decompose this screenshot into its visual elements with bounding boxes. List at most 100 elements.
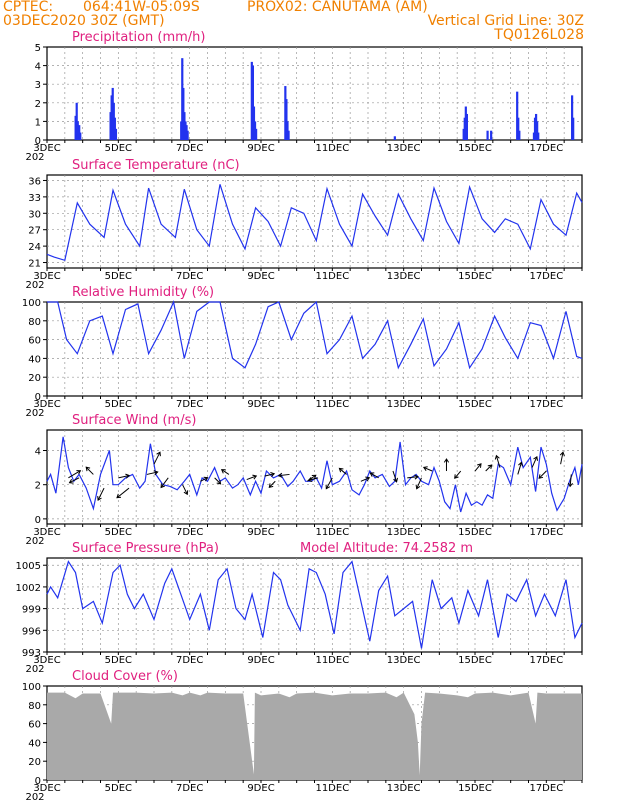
wind-vector (97, 487, 105, 501)
humidity-ytick-label: 40 (28, 354, 41, 365)
cloud-xtick-year: 202 (25, 792, 44, 800)
wind-xtick-label: 15DEC (458, 527, 492, 538)
wind-vector-head (85, 466, 91, 472)
humidity-ytick-label: 0 (35, 392, 41, 403)
wind-vector-head (76, 470, 82, 475)
wind-vector (560, 452, 564, 465)
cloud-xtick-label: 11DEC (315, 783, 349, 794)
pressure-xtick-label: 15DEC (458, 655, 492, 666)
pressure-xtick-label: 3DEC (33, 655, 60, 666)
wind-vector-head (454, 474, 459, 479)
wind-vector (153, 451, 161, 465)
wind-vector (370, 472, 379, 479)
pressure-xtick-label: 7DEC (176, 655, 203, 666)
wind-vector-head (393, 477, 398, 483)
wind-vector-head (183, 490, 189, 496)
precipitation-xtick-label: 11DEC (315, 143, 349, 154)
humidity-line (47, 299, 583, 370)
wind-vector-head (307, 477, 313, 482)
cloud-area (47, 692, 582, 780)
precip-bar (251, 65, 254, 140)
wind-vector-head (415, 484, 421, 490)
wind-vector-head (338, 467, 344, 473)
wind-xtick-label: 5DEC (105, 527, 132, 538)
pressure-ytick-label: 1002 (16, 583, 41, 594)
wind-vector-head (268, 483, 274, 488)
cloud-xtick-label: 13DEC (387, 783, 421, 794)
wind-vector (182, 484, 188, 495)
cloud-ytick-label: 80 (28, 701, 41, 712)
header-source: CPTEC: (3, 0, 54, 15)
pressure-xtick-label: 9DEC (247, 655, 274, 666)
precipitation-ytick-label: 2 (35, 99, 41, 110)
wind-title: Surface Wind (m/s) (72, 413, 196, 428)
precip-bar (490, 130, 493, 140)
pressure-title: Surface Pressure (hPa) (72, 541, 219, 556)
wind-vector-head (494, 454, 500, 460)
header-model: TQ0126L028 (494, 27, 584, 43)
humidity-xtick-label: 15DEC (458, 399, 492, 410)
wind-vector (360, 477, 370, 482)
wind-vector-head (538, 474, 544, 479)
wind-vector (200, 477, 208, 482)
precip-bar (393, 136, 396, 140)
wind-vector-head (270, 472, 276, 477)
humidity-xtick-year: 202 (25, 408, 44, 419)
precipitation-xtick-label: 13DEC (387, 143, 421, 154)
wind-vector-head (567, 482, 573, 488)
pressure-xtick-label: 5DEC (105, 655, 132, 666)
wind-vector-head (365, 476, 371, 482)
wind-vector-head (277, 472, 283, 478)
wind-vector-head (533, 455, 538, 461)
cloud-xtick-label: 17DEC (529, 783, 563, 794)
wind-xtick-label: 13DEC (387, 527, 421, 538)
cloud-xtick-label: 9DEC (247, 783, 274, 794)
cloud-ytick-label: 0 (35, 776, 41, 787)
precip-bar (114, 128, 118, 140)
wind-vector-head (160, 483, 165, 489)
wind-vector (116, 487, 130, 499)
header-coords: 064:41W-05:09S (83, 0, 200, 15)
temperature-xtick-label: 7DEC (176, 271, 203, 282)
wind-xtick-label: 9DEC (247, 527, 274, 538)
precip-bar (518, 130, 521, 140)
wind-vector (407, 476, 419, 479)
temperature-ytick-label: 24 (28, 242, 41, 253)
wind-vector (160, 477, 169, 488)
precipitation-xtick-label: 5DEC (105, 143, 132, 154)
wind-vector (392, 470, 398, 482)
humidity-xtick-label: 13DEC (387, 399, 421, 410)
cloud-title: Cloud Cover (%) (72, 669, 178, 684)
wind-vector (339, 468, 347, 475)
precip-bar (516, 91, 519, 140)
wind-vector (68, 470, 81, 479)
wind-vector-head (414, 474, 419, 480)
wind-vector (308, 477, 319, 481)
wind-vector-head (443, 458, 450, 463)
precipitation-ytick-label: 0 (35, 136, 41, 147)
wind-vector-head (477, 463, 482, 468)
precip-bar (255, 128, 258, 140)
wind-vector-head (311, 474, 317, 480)
precip-bar (186, 130, 189, 140)
wind-vector (569, 474, 572, 487)
pressure-xtick-label: 11DEC (315, 655, 349, 666)
pressure-ytick-label: 999 (22, 605, 41, 616)
wind-vector-head (252, 474, 258, 480)
temperature-ytick-label: 27 (28, 226, 41, 237)
pressure-xtick-label: 17DEC (529, 655, 563, 666)
pressure-line (46, 560, 583, 649)
precipitation-xtick-year: 202 (25, 152, 44, 163)
humidity-xtick-label: 17DEC (529, 399, 563, 410)
precip-bar (517, 117, 520, 140)
cloud-ytick-label: 60 (28, 720, 41, 731)
wind-vector (454, 470, 462, 479)
wind-vector-head (116, 493, 122, 499)
precipitation-xtick-label: 3DEC (33, 143, 60, 154)
wind-vector-head (156, 451, 161, 457)
cloud-xtick-label: 5DEC (105, 783, 132, 794)
wind-vector (268, 480, 276, 488)
wind-vector-head (559, 451, 565, 457)
temperature-xtick-label: 13DEC (387, 271, 421, 282)
wind-line (46, 436, 583, 513)
